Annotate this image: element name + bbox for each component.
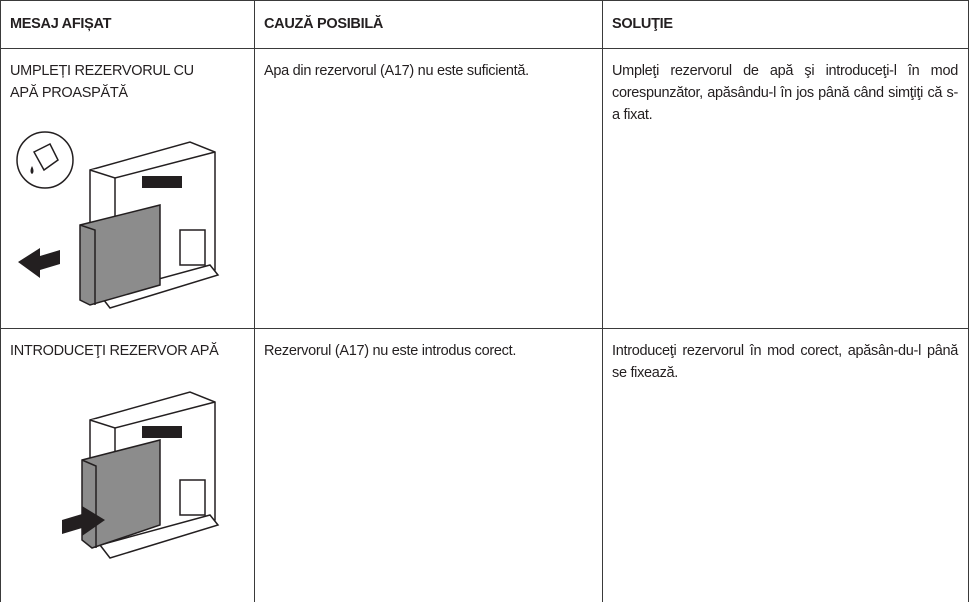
- rule: [0, 48, 969, 49]
- cause: Rezervorul (A17) nu este introdus corect…: [264, 343, 517, 359]
- header-cell: MESAJ AFIȘAT: [10, 16, 112, 32]
- illustration-fill: [16, 131, 220, 309]
- rule: [0, 328, 969, 329]
- solution: Introduceţi rezervorul în mod corect, ap…: [612, 343, 958, 381]
- rule: [0, 0, 1, 602]
- illustration-insert: [62, 391, 220, 559]
- rule: [254, 0, 255, 602]
- solution: Umpleţi rezervorul de apă şi introduceţi…: [612, 63, 958, 123]
- message: UMPLEȚI REZERVORUL CU APĂ PROASPĂTĂ: [10, 63, 194, 101]
- rule: [0, 0, 969, 1]
- rule: [968, 0, 969, 602]
- message: INTRODUCEŢI REZERVOR APĂ: [10, 343, 219, 359]
- cause: Apa din rezervorul (A17) nu este suficie…: [264, 63, 529, 79]
- rule: [602, 0, 603, 602]
- header-cell: CAUZĂ POSIBILĂ: [264, 16, 384, 32]
- header-cell: SOLUŢIE: [612, 16, 673, 32]
